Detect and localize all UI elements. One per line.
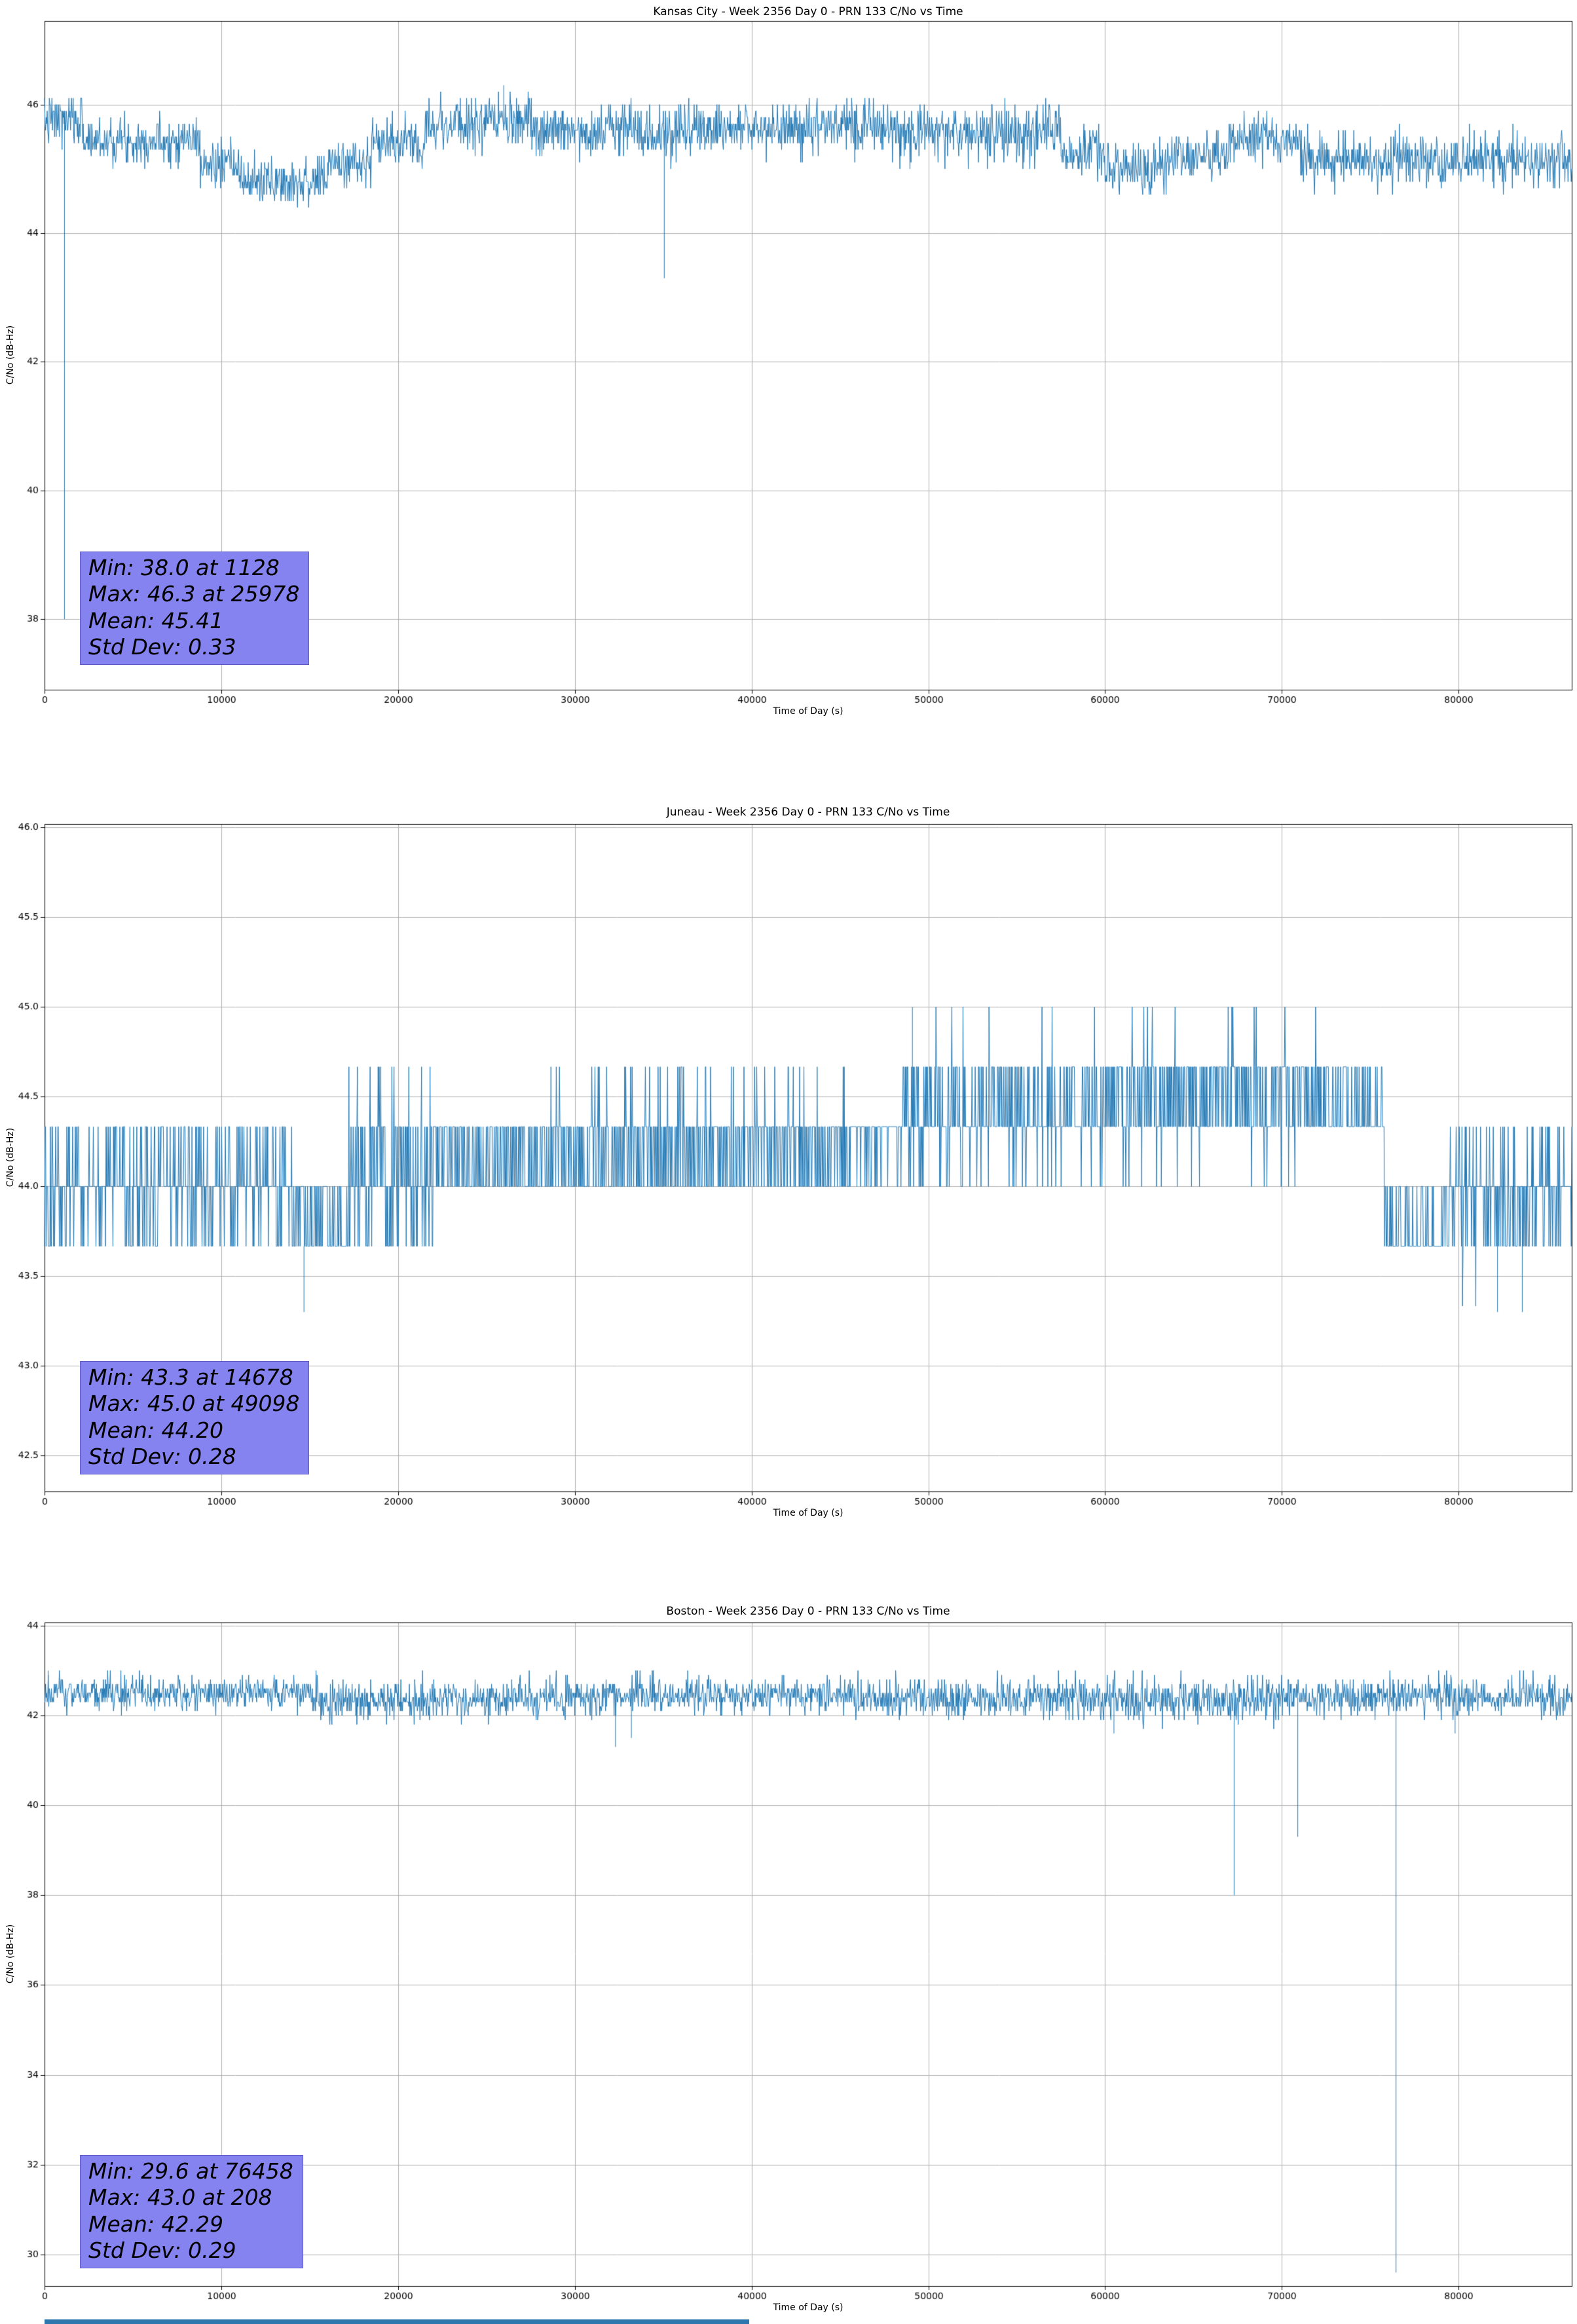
chart-title-juneau: Juneau - Week 2356 Day 0 - PRN 133 C/No …: [666, 806, 950, 819]
stats-box-kansas-city: Min: 38.0 at 1128 Max: 46.3 at 25978 Mea…: [80, 552, 310, 665]
y-axis-label-juneau: C/No (dB-Hz): [5, 1127, 16, 1188]
stats-stddev: Std Dev: 0.28: [88, 1443, 236, 1469]
stats-mean: Mean: 45.41: [88, 607, 223, 633]
stats-min: Min: 43.3 at 14678: [88, 1364, 293, 1390]
stats-min: Min: 29.6 at 76458: [88, 2158, 293, 2184]
x-axis-label-juneau: Time of Day (s): [773, 1508, 844, 1518]
x-axis-label-kansas-city: Time of Day (s): [773, 706, 844, 717]
stats-mean: Mean: 42.29: [88, 2211, 223, 2237]
stats-max: Max: 45.0 at 49098: [88, 1391, 300, 1417]
y-axis-label-kansas-city: C/No (dB-Hz): [5, 325, 16, 385]
y-axis-label-boston: C/No (dB-Hz): [5, 1924, 16, 1984]
stats-max: Max: 43.0 at 208: [88, 2184, 272, 2211]
x-axis-label-boston: Time of Day (s): [773, 2302, 844, 2313]
chart-title-boston: Boston - Week 2356 Day 0 - PRN 133 C/No …: [666, 1605, 950, 1618]
stats-min: Min: 38.0 at 1128: [88, 555, 280, 580]
stats-mean: Mean: 44.20: [88, 1417, 223, 1443]
stats-box-juneau: Min: 43.3 at 14678 Max: 45.0 at 49098 Me…: [80, 1361, 310, 1474]
stats-stddev: Std Dev: 0.33: [88, 633, 236, 660]
stats-stddev: Std Dev: 0.29: [88, 2237, 236, 2263]
partial-chart-strip: [45, 2319, 749, 2324]
stats-max: Max: 46.3 at 25978: [88, 581, 300, 607]
stats-box-boston: Min: 29.6 at 76458 Max: 43.0 at 208 Mean…: [80, 2155, 303, 2268]
chart-title-kansas-city: Kansas City - Week 2356 Day 0 - PRN 133 …: [653, 5, 963, 18]
